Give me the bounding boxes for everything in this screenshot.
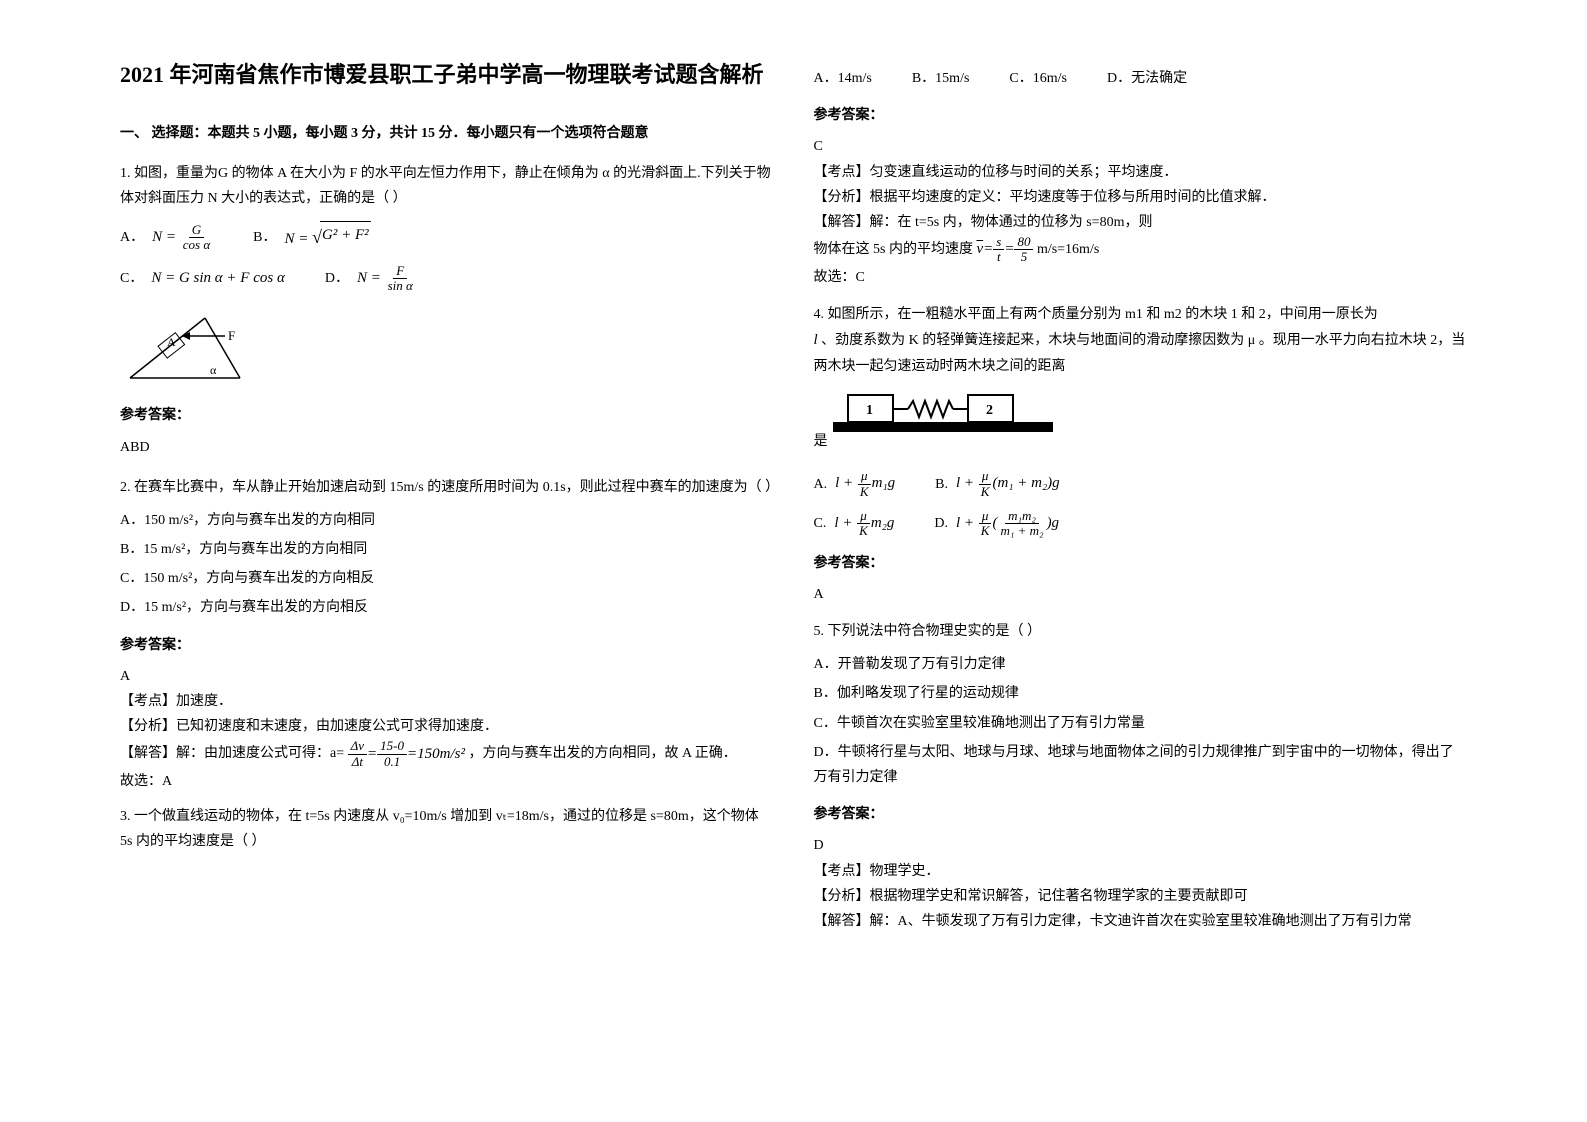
q2-answer-label: 参考答案：: [120, 633, 774, 658]
q2-jieda-formula: ΔvΔt=15-00.1=150m/s²: [348, 746, 465, 762]
q4-optA-formula: l + μKm₁g: [835, 469, 895, 499]
left-column: 2021 年河南省焦作市博爱县职工子弟中学高一物理联考试题含解析 一、 选择题：…: [100, 60, 794, 1062]
q3-kaodian: 【考点】匀变速直线运动的位移与时间的关系；平均速度．: [814, 160, 1468, 185]
q1-optA-label: A．: [120, 225, 144, 250]
q2-guxuan: 故选：A: [120, 769, 774, 794]
q3-guxuan: 故选：C: [814, 265, 1468, 290]
q2-fenxi: 【分析】已知初速度和末速度，由加速度公式可求得加速度．: [120, 714, 774, 739]
q5-optA: A．开普勒发现了万有引力定律: [814, 652, 1468, 677]
q3-optC: C．16m/s: [1009, 66, 1067, 91]
q1-option-b: B． N = √G² + F²: [253, 221, 371, 253]
q1-answer: ABD: [120, 435, 774, 460]
q5-jieda: 【解答】解：A、牛顿发现了万有引力定律，卡文迪许首次在实验室里较准确地测出了万有…: [814, 909, 1468, 934]
q1-optC-label: C．: [120, 266, 143, 291]
q4-option-a: A. l + μKm₁g: [814, 469, 896, 499]
q5-optD: D．牛顿将行星与太阳、地球与月球、地球与地面物体之间的引力规律推广到宇宙中的一切…: [814, 740, 1468, 790]
q2-jieda: 【解答】解：由加速度公式可得：a= ΔvΔt=15-00.1=150m/s² ，…: [120, 739, 774, 769]
q4-optA-label: A.: [814, 472, 828, 497]
q3-text: 3. 一个做直线运动的物体，在 t=5s 内速度从 v₀=10m/s 增加到 v…: [120, 804, 774, 854]
q1-optA-formula: N = Gcos α: [152, 223, 213, 253]
spring-svg: 1 2: [833, 387, 1053, 437]
q1-options-row2: C． N = G sin α + F cos α D． N = Fsin α: [120, 264, 774, 294]
diagram-A-label: A: [167, 335, 176, 349]
q2-optB: B．15 m/s²，方向与赛车出发的方向相同: [120, 537, 774, 562]
q3-jieda2-post: m/s=16m/s: [1037, 242, 1099, 257]
q1-optD-label: D．: [325, 266, 349, 291]
right-column: A．14m/s B．15m/s C．16m/s D．无法确定 参考答案： C 【…: [794, 60, 1488, 1062]
q1-answer-label: 参考答案：: [120, 403, 774, 428]
q4-text2: l 、劲度系数为 K 的轻弹簧连接起来，木块与地面间的滑动摩擦因数为 μ 。现用…: [814, 327, 1468, 379]
q4-optC-label: C.: [814, 511, 827, 536]
q4-optC-formula: l + μKm₂g: [834, 509, 894, 539]
q1-option-a: A． N = Gcos α: [120, 223, 213, 253]
q3-optA: A．14m/s: [814, 66, 872, 91]
q3-fenxi: 【分析】根据平均速度的定义：平均速度等于位移与所用时间的比值求解．: [814, 185, 1468, 210]
q4-optB-label: B.: [935, 472, 948, 497]
q1-diagram: A F α: [120, 308, 260, 388]
q2-jieda-pre: 【解答】解：由加速度公式可得：a=: [120, 747, 344, 762]
q3-jieda2-formula: v=st=805: [976, 241, 1033, 257]
q4-answer: A: [814, 582, 1468, 607]
q5-kaodian: 【考点】物理学史．: [814, 859, 1468, 884]
q3-optD: D．无法确定: [1107, 66, 1187, 91]
q3-jieda2: 物体在这 5s 内的平均速度 v=st=805 m/s=16m/s: [814, 235, 1468, 265]
q2-optD: D．15 m/s²，方向与赛车出发的方向相反: [120, 595, 774, 620]
q1-optC-formula: N = G sin α + F cos α: [151, 265, 285, 292]
q3-jieda2-pre: 物体在这 5s 内的平均速度: [814, 242, 973, 257]
q2-text: 2. 在赛车比赛中，车从静止开始加速启动到 15m/s 的速度所用时间为 0.1…: [120, 475, 774, 500]
q5-optC: C．牛顿首次在实验室里较准确地测出了万有引力常量: [814, 711, 1468, 736]
q2-optC: C．150 m/s²，方向与赛车出发的方向相反: [120, 566, 774, 591]
block2-label: 2: [986, 403, 993, 418]
incline-svg: A F α: [120, 308, 260, 388]
question-5: 5. 下列说法中符合物理史实的是（ ） A．开普勒发现了万有引力定律 B．伽利略…: [814, 619, 1468, 790]
q1-optD-formula: N = Fsin α: [357, 264, 416, 294]
q3-answer-label: 参考答案：: [814, 103, 1468, 128]
q4-options-row1: A. l + μKm₁g B. l + μK(m₁ + m₂)g: [814, 469, 1468, 499]
q4-diagram: 1 2: [833, 387, 1053, 446]
q4-text3-row: 是 1 2: [814, 379, 1468, 454]
q1-optB-formula: N = √G² + F²: [285, 221, 371, 253]
q4-option-b: B. l + μK(m₁ + m₂)g: [935, 469, 1060, 499]
q4-optD-label: D.: [934, 511, 948, 536]
q2-optA: A．150 m/s²，方向与赛车出发的方向相同: [120, 508, 774, 533]
question-1: 1. 如图，重量为G 的物体 A 在大小为 F 的水平向左恒力作用下，静止在倾角…: [120, 161, 774, 388]
diagram-F-label: F: [228, 328, 235, 343]
q3-options: A．14m/s B．15m/s C．16m/s D．无法确定: [814, 66, 1468, 91]
q5-answer-label: 参考答案：: [814, 802, 1468, 827]
q5-optB: B．伽利略发现了行星的运动规律: [814, 681, 1468, 706]
q2-kaodian: 【考点】加速度．: [120, 689, 774, 714]
q4-optB-formula: l + μK(m₁ + m₂)g: [956, 469, 1060, 499]
q2-jieda-post: ，方向与赛车出发的方向相同，故 A 正确．: [468, 747, 736, 762]
q3-answer: C: [814, 134, 1468, 159]
q1-text: 1. 如图，重量为G 的物体 A 在大小为 F 的水平向左恒力作用下，静止在倾角…: [120, 161, 774, 211]
q1-option-c: C． N = G sin α + F cos α: [120, 265, 285, 292]
question-4: 4. 如图所示，在一粗糙水平面上有两个质量分别为 m1 和 m2 的木块 1 和…: [814, 302, 1468, 539]
question-3: 3. 一个做直线运动的物体，在 t=5s 内速度从 v₀=10m/s 增加到 v…: [120, 804, 774, 854]
q4-text3: 是: [814, 429, 828, 454]
q3-optB: B．15m/s: [912, 66, 970, 91]
q2-answer: A: [120, 664, 774, 689]
diagram-alpha-label: α: [210, 363, 217, 377]
q4-text1: 4. 如图所示，在一粗糙水平面上有两个质量分别为 m1 和 m2 的木块 1 和…: [814, 302, 1468, 327]
q4-option-d: D. l + μK(m₁m₂m₁ + m₂)g: [934, 509, 1059, 539]
q4-answer-label: 参考答案：: [814, 551, 1468, 576]
question-2: 2. 在赛车比赛中，车从静止开始加速启动到 15m/s 的速度所用时间为 0.1…: [120, 475, 774, 621]
q4-options-row2: C. l + μKm₂g D. l + μK(m₁m₂m₁ + m₂)g: [814, 509, 1468, 539]
q5-fenxi: 【分析】根据物理学史和常识解答，记住著名物理学家的主要贡献即可: [814, 884, 1468, 909]
q5-answer: D: [814, 833, 1468, 858]
page-title: 2021 年河南省焦作市博爱县职工子弟中学高一物理联考试题含解析: [120, 60, 774, 91]
q5-text: 5. 下列说法中符合物理史实的是（ ）: [814, 619, 1468, 644]
q4-option-c: C. l + μKm₂g: [814, 509, 895, 539]
section-heading: 一、 选择题：本题共 5 小题，每小题 3 分，共计 15 分．每小题只有一个选…: [120, 121, 774, 146]
q3-jieda1: 【解答】解：在 t=5s 内，物体通过的位移为 s=80m，则: [814, 210, 1468, 235]
q4-text2-content: 、劲度系数为 K 的轻弹簧连接起来，木块与地面间的滑动摩擦因数为 μ 。现用一水…: [814, 333, 1466, 374]
q1-optB-label: B．: [253, 225, 276, 250]
q1-options-row1: A． N = Gcos α B． N = √G² + F²: [120, 221, 774, 253]
block1-label: 1: [866, 403, 873, 418]
q1-option-d: D． N = Fsin α: [325, 264, 416, 294]
q4-optD-formula: l + μK(m₁m₂m₁ + m₂)g: [956, 509, 1059, 539]
